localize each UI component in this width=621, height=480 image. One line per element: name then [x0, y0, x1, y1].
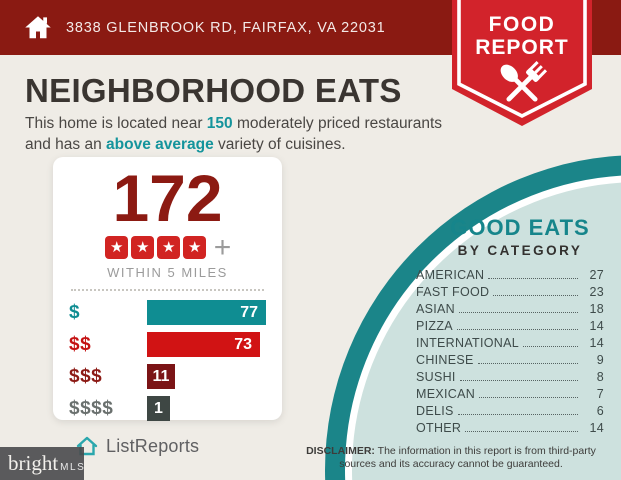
category-value: 8 [596, 370, 604, 384]
price-tier-label: $$ [69, 333, 92, 355]
category-row: DELIS 6 [416, 404, 604, 421]
dotted-leader [488, 278, 578, 279]
radius-caption: WITHIN 5 MILES [107, 265, 228, 280]
star-icons: ★ ★ ★ ★ [104, 235, 208, 259]
category-value: 27 [589, 268, 604, 282]
category-list: AMERICAN 27 FAST FOOD 23 ASIAN 18 PIZZA … [416, 268, 604, 438]
price-tier-row: $$ 73 [69, 332, 266, 357]
star-icon: ★ [183, 235, 207, 259]
category-label: SUSHI [416, 370, 456, 384]
dotted-leader [459, 380, 578, 381]
dotted-leader [457, 414, 578, 415]
price-tier-label: $ [69, 301, 81, 323]
restaurant-count: 172 [112, 161, 223, 235]
category-value: 14 [589, 336, 604, 350]
page-subtitle: This home is located near 150 moderately… [25, 113, 449, 155]
food-report-ribbon: FOOD REPORT [452, 0, 592, 126]
category-label: ASIAN [416, 302, 456, 316]
category-row: ASIAN 18 [416, 302, 604, 319]
variety-highlight: above average [106, 136, 214, 153]
restaurant-count-highlight: 150 [206, 115, 233, 132]
property-address: 3838 GLENBROOK RD, FAIRFAX, VA 22031 [66, 19, 386, 36]
listreports-logo: ListReports [74, 434, 199, 458]
category-label: AMERICAN [416, 268, 485, 282]
dotted-leader [479, 397, 578, 398]
category-row: AMERICAN 27 [416, 268, 604, 285]
price-tier-bar: 11 [147, 364, 175, 389]
spoon-fork-icon [500, 60, 548, 102]
category-label: OTHER [416, 421, 462, 435]
category-value: 7 [596, 387, 604, 401]
price-tier-row: $$$ 11 [69, 364, 266, 389]
price-tier-bar: 77 [147, 300, 266, 325]
disclaimer-text: The information in this report is from t… [339, 445, 596, 470]
category-label: PIZZA [416, 319, 453, 333]
good-eats-subtitle: BY CATEGORY [457, 243, 583, 258]
price-tier-bar: 1 [147, 396, 170, 421]
category-row: MEXICAN 7 [416, 387, 604, 404]
disclaimer: DISCLAIMER: The information in this repo… [288, 445, 614, 471]
category-row: SUSHI 8 [416, 370, 604, 387]
brightmls-wordmark: bright [8, 451, 59, 475]
restaurant-stats-card: 172 ★ ★ ★ ★ + WITHIN 5 MILES $ 77 $$ 73 $$$… [53, 157, 282, 421]
dotted-leader [456, 329, 578, 330]
price-tier-row: $ 77 [69, 300, 266, 325]
subtitle-pre: This home is located near [25, 115, 207, 132]
brightmls-watermark: bright MLS [0, 447, 84, 480]
dotted-leader [522, 346, 578, 347]
dotted-leader [459, 312, 578, 313]
price-tier-bar: 73 [147, 332, 260, 357]
star-icon: ★ [157, 235, 181, 259]
price-tier-chart: $ 77 $$ 73 $$$ 11 $$$$ 1 [69, 300, 266, 421]
category-row: OTHER 14 [416, 421, 604, 438]
category-value: 9 [596, 353, 604, 367]
category-row: FAST FOOD 23 [416, 285, 604, 302]
bar-track: 77 [147, 300, 266, 325]
price-tier-label: $$$ [69, 365, 103, 387]
good-eats-title: GOOD EATS [450, 215, 590, 240]
subtitle-post: variety of cuisines. [213, 136, 346, 153]
price-tier-label: $$$$ [69, 397, 114, 419]
category-value: 18 [589, 302, 604, 316]
category-value: 23 [589, 285, 604, 299]
category-label: FAST FOOD [416, 285, 490, 299]
category-row: INTERNATIONAL 14 [416, 336, 604, 353]
page-title: NEIGHBORHOOD EATS [25, 72, 402, 109]
rating-stars: ★ ★ ★ ★ + [69, 230, 266, 264]
price-tier-value: 11 [152, 367, 170, 385]
badge-title-line2: REPORT [475, 36, 569, 59]
price-tier-value: 73 [234, 335, 252, 353]
category-label: DELIS [416, 404, 454, 418]
bar-track: 73 [147, 332, 266, 357]
category-label: MEXICAN [416, 387, 476, 401]
dotted-divider [71, 289, 264, 291]
dotted-leader [465, 431, 578, 432]
subtitle-mid: moderately priced restaurants and has an [25, 115, 443, 153]
price-tier-value: 1 [154, 399, 163, 417]
category-label: INTERNATIONAL [416, 336, 519, 350]
bar-track: 11 [147, 364, 266, 389]
plus-glyph: + [213, 230, 232, 264]
bar-track: 1 [147, 396, 266, 421]
category-row: CHINESE 9 [416, 353, 604, 370]
category-value: 14 [589, 421, 604, 435]
category-value: 6 [596, 404, 604, 418]
category-label: CHINESE [416, 353, 474, 367]
home-icon [25, 15, 51, 38]
star-icon: ★ [131, 235, 155, 259]
listreports-wordmark: ListReports [106, 435, 200, 456]
ribbon-shape [452, 0, 592, 126]
disclaimer-label: DISCLAIMER: [306, 445, 375, 457]
price-tier-row: $$$$ 1 [69, 396, 266, 421]
category-row: PIZZA 14 [416, 319, 604, 336]
brightmls-mls-label: MLS [60, 462, 86, 473]
badge-title-line1: FOOD [488, 13, 556, 36]
category-value: 14 [589, 319, 604, 333]
dotted-leader [477, 363, 578, 364]
star-icon: ★ [105, 235, 129, 259]
price-tier-value: 77 [240, 303, 258, 321]
dotted-leader [493, 295, 578, 296]
